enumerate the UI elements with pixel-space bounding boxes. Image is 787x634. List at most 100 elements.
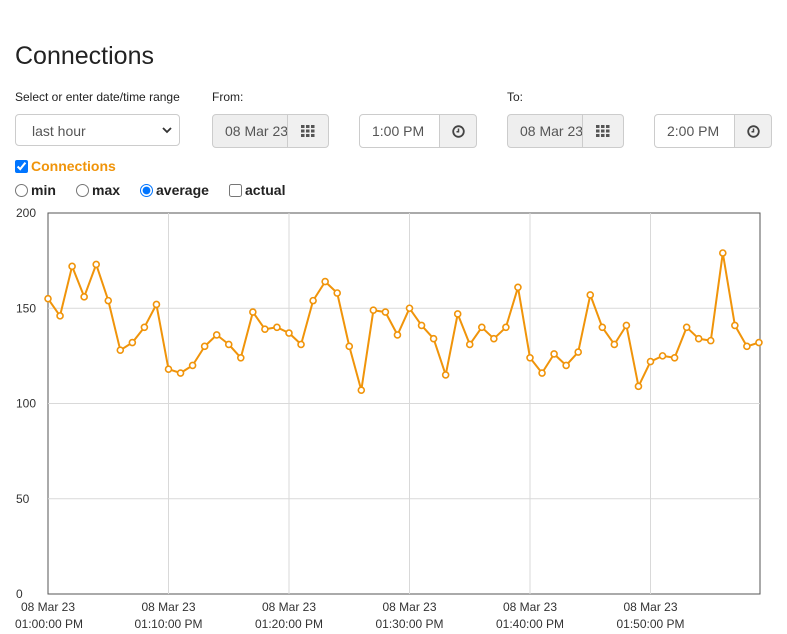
data-point[interactable]	[731, 321, 739, 330]
agg-radio-average[interactable]	[140, 183, 153, 197]
series-checkbox[interactable]	[15, 159, 28, 173]
y-tick-label: 50	[16, 492, 30, 506]
data-point[interactable]	[405, 304, 414, 313]
data-point[interactable]	[104, 296, 113, 305]
data-point[interactable]	[80, 293, 88, 301]
x-tick-label-time: 01:00:00 PM	[15, 617, 83, 631]
data-point[interactable]	[477, 323, 486, 332]
data-point[interactable]	[249, 308, 257, 316]
y-tick-label: 200	[16, 206, 36, 220]
data-point[interactable]	[212, 331, 221, 339]
page-title: Connections	[15, 42, 154, 70]
data-point[interactable]	[116, 346, 125, 354]
data-point[interactable]	[465, 340, 474, 349]
data-point[interactable]	[285, 329, 293, 337]
data-point[interactable]	[646, 357, 655, 366]
data-point[interactable]	[743, 342, 751, 351]
calendar-grid-icon	[301, 125, 315, 137]
data-point[interactable]	[658, 352, 667, 360]
data-point[interactable]	[224, 340, 233, 349]
agg-option-actual[interactable]: actual	[229, 182, 285, 198]
data-point[interactable]	[176, 369, 185, 377]
clock-icon	[451, 124, 465, 138]
data-point[interactable]	[92, 260, 100, 269]
data-point[interactable]	[140, 323, 149, 332]
from-clock-button[interactable]	[439, 114, 477, 148]
data-point[interactable]	[188, 361, 197, 370]
range-label: Select or enter date/time range	[15, 90, 180, 104]
x-tick-label-date: 08 Mar 23	[623, 600, 677, 614]
calendar-grid-icon	[596, 125, 610, 137]
data-point[interactable]	[68, 262, 76, 271]
x-tick-label-time: 01:30:00 PM	[375, 617, 443, 631]
data-point[interactable]	[393, 331, 402, 339]
data-point[interactable]	[634, 382, 643, 391]
data-point[interactable]	[502, 323, 510, 332]
agg-checkbox-actual[interactable]	[229, 183, 242, 197]
data-point[interactable]	[369, 306, 378, 314]
data-point[interactable]	[429, 334, 438, 343]
data-point[interactable]	[718, 249, 727, 257]
from-time-input[interactable]: 1:00 PM	[359, 114, 440, 148]
agg-option-average[interactable]: average	[140, 182, 209, 198]
data-point[interactable]	[128, 338, 137, 347]
data-point[interactable]	[152, 300, 161, 309]
data-point[interactable]	[514, 283, 522, 292]
data-point[interactable]	[598, 323, 607, 332]
agg-radio-max[interactable]	[76, 183, 89, 197]
range-select[interactable]: last hour	[15, 114, 180, 146]
data-point[interactable]	[538, 369, 546, 377]
x-tick-label-date: 08 Mar 23	[262, 600, 316, 614]
to-time-input[interactable]: 2:00 PM	[654, 114, 735, 148]
x-tick-label-time: 01:40:00 PM	[496, 617, 564, 631]
data-point[interactable]	[574, 348, 583, 356]
data-point[interactable]	[261, 325, 269, 334]
agg-option-min[interactable]: min	[15, 182, 56, 198]
agg-radio-min[interactable]	[15, 183, 28, 197]
data-point[interactable]	[273, 323, 281, 332]
data-point[interactable]	[670, 353, 679, 362]
data-point[interactable]	[706, 336, 715, 345]
x-tick-label-date: 08 Mar 23	[21, 600, 75, 614]
data-point[interactable]	[44, 294, 52, 303]
y-tick-label: 150	[16, 301, 36, 315]
data-point[interactable]	[694, 334, 703, 343]
data-point[interactable]	[550, 350, 558, 358]
data-point[interactable]	[381, 308, 390, 316]
data-point[interactable]	[490, 334, 498, 343]
data-point[interactable]	[200, 342, 209, 351]
data-point[interactable]	[56, 312, 64, 320]
data-point[interactable]	[610, 340, 619, 349]
data-point[interactable]	[586, 291, 595, 299]
data-point[interactable]	[333, 289, 342, 297]
data-point[interactable]	[164, 365, 173, 374]
data-point[interactable]	[526, 353, 534, 362]
to-calendar-button[interactable]	[582, 114, 624, 148]
data-point[interactable]	[682, 323, 691, 332]
data-point[interactable]	[321, 277, 329, 286]
data-point[interactable]	[237, 353, 245, 362]
to-clock-button[interactable]	[734, 114, 772, 148]
series-toggle-connections[interactable]: Connections	[15, 158, 116, 174]
to-date-input[interactable]: 08 Mar 23	[507, 114, 583, 148]
data-point[interactable]	[562, 361, 570, 370]
data-point[interactable]	[622, 321, 631, 330]
clock-icon	[746, 124, 760, 138]
agg-option-max[interactable]: max	[76, 182, 120, 198]
data-point[interactable]	[417, 321, 426, 330]
data-point[interactable]	[357, 386, 366, 394]
data-point[interactable]	[755, 338, 763, 347]
from-label: From:	[212, 90, 244, 104]
data-point[interactable]	[297, 340, 305, 349]
data-point[interactable]	[309, 296, 317, 305]
x-tick-label-time: 01:10:00 PM	[134, 617, 202, 631]
data-point[interactable]	[345, 342, 354, 351]
data-point[interactable]	[441, 371, 450, 379]
x-tick-label-date: 08 Mar 23	[141, 600, 195, 614]
agg-label-average: average	[156, 182, 209, 198]
from-date-input[interactable]: 08 Mar 23	[212, 114, 288, 148]
x-tick-label-date: 08 Mar 23	[503, 600, 557, 614]
data-point[interactable]	[453, 310, 462, 318]
from-calendar-button[interactable]	[287, 114, 329, 148]
